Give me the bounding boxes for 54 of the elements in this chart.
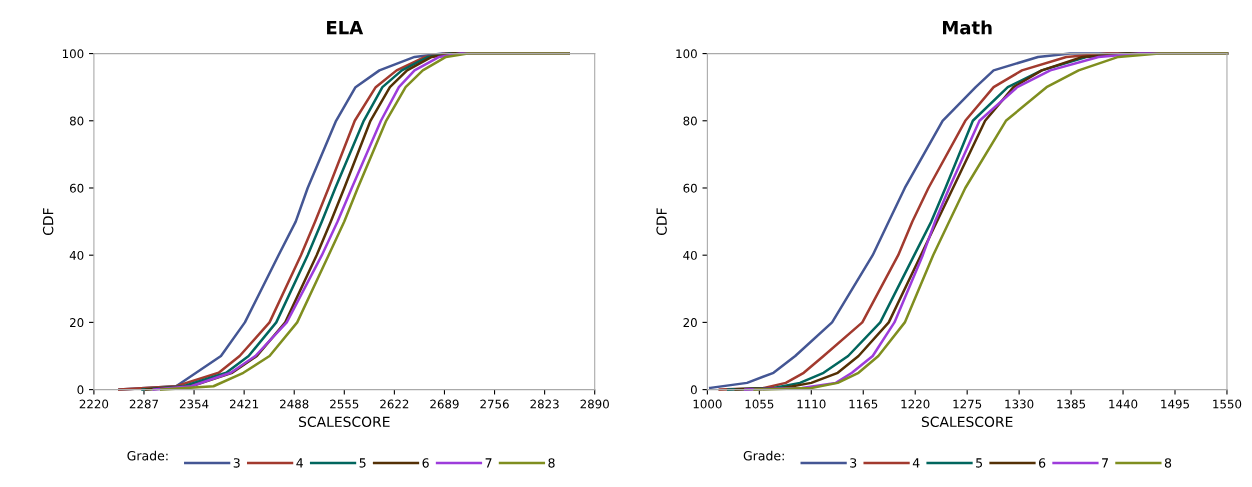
x-tick-label: 2689 xyxy=(430,399,459,409)
legend-label: 4 xyxy=(912,458,920,468)
chart-title: Math xyxy=(943,20,992,35)
legend-label: 8 xyxy=(548,458,555,468)
legend-label: 6 xyxy=(1039,458,1046,468)
y-tick-label: 100 xyxy=(62,49,84,59)
legend-label: 6 xyxy=(422,458,429,468)
legend-label: 5 xyxy=(976,458,983,468)
legend-label: 3 xyxy=(850,458,857,468)
x-tick-label: 1165 xyxy=(849,399,878,409)
x-tick-label: 2555 xyxy=(330,399,359,409)
y-tick-label: 40 xyxy=(69,250,84,260)
x-tick-label: 1000 xyxy=(693,399,722,409)
x-tick-label: 1495 xyxy=(1161,399,1189,409)
x-axis-title: SCALESCORE xyxy=(921,416,1013,428)
x-tick-label: 2823 xyxy=(530,399,559,409)
x-tick-label: 2890 xyxy=(580,399,609,409)
x-tick-label: 1550 xyxy=(1213,399,1242,409)
x-tick-label: 2488 xyxy=(280,399,309,409)
chart-title: ELA xyxy=(327,20,364,35)
y-axis-title: CDF xyxy=(42,208,54,235)
x-axis-title: SCALESCORE xyxy=(299,416,390,428)
legend-label: 5 xyxy=(359,458,366,468)
x-tick-label: 1220 xyxy=(901,399,930,409)
y-tick-label: 100 xyxy=(676,49,697,59)
legend-label: 7 xyxy=(1102,458,1108,468)
x-tick-label: 2421 xyxy=(229,399,259,409)
x-tick-label: 2756 xyxy=(480,399,509,409)
y-tick-label: 0 xyxy=(77,385,84,395)
y-tick-label: 20 xyxy=(683,318,697,328)
x-tick-label: 1330 xyxy=(1005,399,1034,409)
y-tick-label: 20 xyxy=(70,318,84,328)
x-tick-label: 2287 xyxy=(129,399,158,409)
y-tick-label: 80 xyxy=(69,116,84,126)
legend-title: Grade: xyxy=(127,450,168,461)
x-tick-label: 1275 xyxy=(953,399,982,409)
x-tick-label: 2622 xyxy=(380,399,409,409)
legend-label: 3 xyxy=(233,458,240,468)
legend-title: Grade: xyxy=(743,450,784,461)
y-tick-label: 80 xyxy=(683,116,697,126)
x-tick-label: 2220 xyxy=(79,399,109,409)
y-tick-label: 0 xyxy=(690,385,697,395)
y-tick-label: 40 xyxy=(683,250,697,260)
y-tick-label: 60 xyxy=(69,183,84,193)
x-tick-label: 1055 xyxy=(745,399,774,409)
legend-label: 7 xyxy=(485,458,492,468)
legend-label: 4 xyxy=(296,458,303,468)
y-tick-label: 60 xyxy=(683,183,697,193)
legend-label: 8 xyxy=(1164,458,1172,468)
x-tick-label: 1385 xyxy=(1057,399,1086,409)
x-tick-label: 2354 xyxy=(179,399,209,409)
x-tick-label: 1110 xyxy=(797,399,826,409)
y-axis-title: CDF xyxy=(656,208,667,235)
x-tick-label: 1440 xyxy=(1109,399,1138,409)
